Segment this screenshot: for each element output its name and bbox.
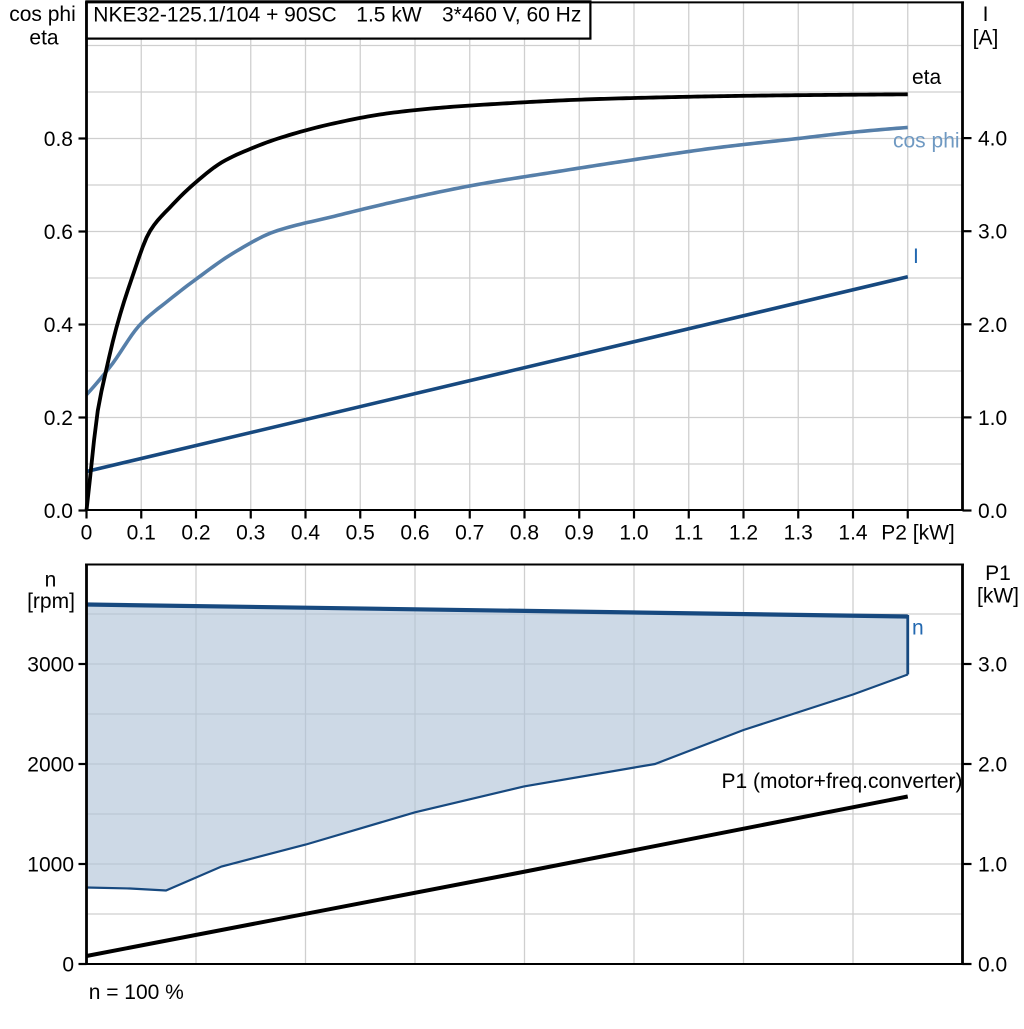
svg-text:1.2: 1.2 [729,522,758,545]
svg-text:[A]: [A] [973,27,999,50]
svg-text:0.0: 0.0 [978,500,1007,523]
svg-text:0.2: 0.2 [44,407,73,430]
svg-text:3000: 3000 [27,654,74,677]
svg-text:n: n [45,569,57,592]
svg-text:4.0: 4.0 [978,128,1007,151]
svg-text:2000: 2000 [27,754,74,777]
svg-text:0.6: 0.6 [44,221,73,244]
svg-text:1.0: 1.0 [978,407,1007,430]
svg-text:0.0: 0.0 [978,954,1007,977]
svg-text:0.8: 0.8 [44,128,73,151]
svg-text:2.0: 2.0 [978,314,1007,337]
svg-text:1.4: 1.4 [838,522,868,545]
svg-text:1.1: 1.1 [674,522,703,545]
svg-text:1.3: 1.3 [784,522,813,545]
svg-text:0.7: 0.7 [455,522,484,545]
svg-text:P2 [kW]: P2 [kW] [881,522,955,545]
svg-text:0.9: 0.9 [565,522,594,545]
svg-text:3.0: 3.0 [978,654,1007,677]
svg-text:1.0: 1.0 [619,522,648,545]
svg-text:0.5: 0.5 [346,522,375,545]
svg-text:0.0: 0.0 [44,500,73,523]
svg-text:1000: 1000 [27,854,74,877]
svg-text:3.0: 3.0 [978,221,1007,244]
svg-text:0.4: 0.4 [44,314,74,337]
svg-text:0.2: 0.2 [181,522,210,545]
svg-text:eta: eta [29,27,59,50]
svg-text:I: I [983,3,989,26]
svg-text:2.0: 2.0 [978,754,1007,777]
svg-text:1.0: 1.0 [978,854,1007,877]
svg-text:0.6: 0.6 [400,522,429,545]
svg-text:[rpm]: [rpm] [27,590,75,613]
svg-text:n: n [912,617,924,640]
svg-text:0: 0 [81,522,93,545]
svg-text:0: 0 [62,954,74,977]
svg-text:P1: P1 [985,562,1011,585]
svg-text:0.8: 0.8 [510,522,539,545]
svg-text:[kW]: [kW] [977,585,1019,608]
svg-text:cos phi: cos phi [893,130,960,153]
svg-text:cos phi: cos phi [9,3,76,26]
svg-text:I: I [913,245,919,268]
svg-text:P1 (motor+freq.converter): P1 (motor+freq.converter) [721,770,962,793]
svg-text:0.1: 0.1 [127,522,156,545]
svg-text:0.3: 0.3 [236,522,265,545]
svg-text:0.4: 0.4 [291,522,321,545]
svg-text:n = 100 %: n = 100 % [89,981,184,1004]
svg-text:eta: eta [912,66,942,89]
